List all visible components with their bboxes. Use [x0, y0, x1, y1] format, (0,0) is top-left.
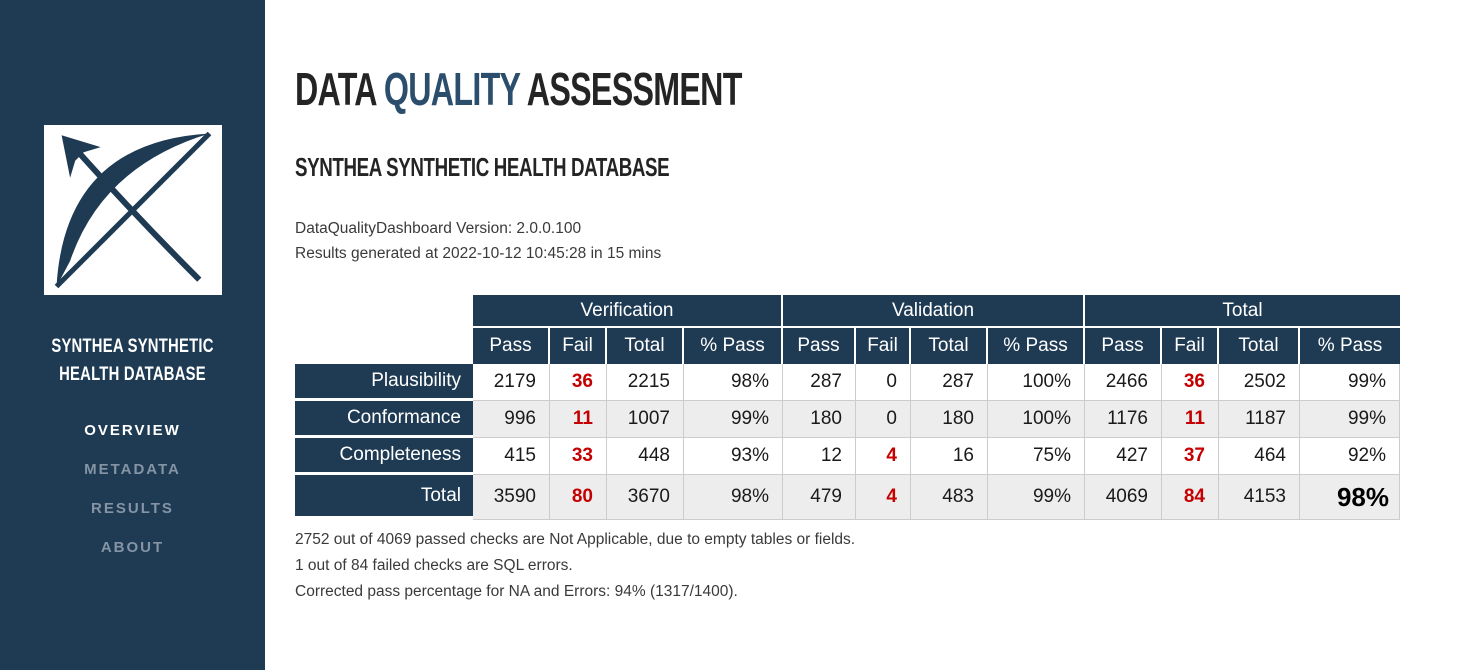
footnotes: 2752 out of 4069 passed checks are Not A… — [295, 527, 1477, 605]
table-cell: 98% — [1300, 475, 1400, 520]
table-cell: 2179 — [473, 364, 550, 401]
sidebar-item-about[interactable]: ABOUT — [100, 539, 165, 556]
table-cell: 100% — [988, 401, 1085, 438]
col-header-fail: Fail — [550, 328, 607, 364]
table-cell: 0 — [856, 364, 911, 401]
summary-table: Verification Validation Total Pass Fail … — [295, 295, 1400, 520]
table-cell: 0 — [856, 401, 911, 438]
table-cell: 99% — [684, 401, 783, 438]
table-cell: 4 — [856, 438, 911, 475]
table-cell: 3670 — [607, 475, 684, 520]
sidebar-item-results[interactable]: RESULTS — [91, 500, 174, 517]
table-cell: 180 — [783, 401, 856, 438]
note-sql-errors: 1 out of 84 failed checks are SQL errors… — [295, 557, 573, 574]
generated-text: Results generated at 2022-10-12 10:45:28… — [295, 245, 662, 262]
note-corrected-pct: Corrected pass percentage for NA and Err… — [295, 583, 738, 600]
table-column-header-row: Pass Fail Total % Pass Pass Fail Total %… — [295, 328, 1400, 364]
col-header-fail: Fail — [1162, 328, 1219, 364]
table-cell: 99% — [988, 475, 1085, 520]
table-cell: 4069 — [1085, 475, 1162, 520]
table-row: Conformance 996 11 1007 99% 180 0 180 100% 1176 11… — [295, 401, 1400, 438]
col-header-pass: Pass — [783, 328, 856, 364]
page-title-part1: DATA — [295, 63, 384, 115]
table-cell: 16 — [911, 438, 988, 475]
group-header-verification: Verification — [473, 295, 783, 328]
row-label: Completeness — [295, 438, 473, 475]
col-header-pass: Pass — [1085, 328, 1162, 364]
table-row: Completeness 415 33 448 93% 12 4 16 75% 427 37 464 9… — [295, 438, 1400, 475]
table-row: Plausibility 2179 36 2215 98% 287 0 287 100% 2466… — [295, 364, 1400, 401]
table-cell: 36 — [550, 364, 607, 401]
col-header-pct-pass: % Pass — [988, 328, 1085, 364]
row-label: Conformance — [295, 401, 473, 438]
col-header-total: Total — [911, 328, 988, 364]
table-cell: 4153 — [1219, 475, 1300, 520]
table-cell: 98% — [684, 364, 783, 401]
table-cell: 2466 — [1085, 364, 1162, 401]
page-title-part3: ASSESSMENT — [519, 63, 743, 115]
table-cell: 479 — [783, 475, 856, 520]
table-cell: 415 — [473, 438, 550, 475]
table-group-header-row: Verification Validation Total — [295, 295, 1400, 328]
col-header-pass: Pass — [473, 328, 550, 364]
table-cell: 1176 — [1085, 401, 1162, 438]
table-cell: 180 — [911, 401, 988, 438]
table-cell: 427 — [1085, 438, 1162, 475]
note-not-applicable: 2752 out of 4069 passed checks are Not A… — [295, 531, 856, 548]
table-cell: 93% — [684, 438, 783, 475]
table-cell: 464 — [1219, 438, 1300, 475]
table-cell: 4 — [856, 475, 911, 520]
table-cell: 37 — [1162, 438, 1219, 475]
table-cell: 287 — [783, 364, 856, 401]
page-title-part2: QUALITY — [383, 63, 521, 115]
bow-arrow-logo-icon — [43, 125, 222, 295]
table-cell: 33 — [550, 438, 607, 475]
group-header-total: Total — [1085, 295, 1400, 328]
table-cell: 84 — [1162, 475, 1219, 520]
sidebar: SYNTHEA SYNTHETIC HEALTH DATABASE OVERVI… — [0, 0, 265, 670]
group-header-validation: Validation — [783, 295, 1085, 328]
table-corner-cell — [295, 295, 473, 328]
table-cell: 11 — [1162, 401, 1219, 438]
col-header-total: Total — [607, 328, 684, 364]
col-header-pct-pass: % Pass — [1300, 328, 1400, 364]
table-cell: 1187 — [1219, 401, 1300, 438]
table-cell: 483 — [911, 475, 988, 520]
table-cell: 98% — [684, 475, 783, 520]
table-total-row: Total 3590 80 3670 98% 479 4 483 99% 4069 84 4153 98… — [295, 475, 1400, 520]
table-cell: 448 — [607, 438, 684, 475]
version-text: DataQualityDashboard Version: 2.0.0.100 — [295, 220, 582, 237]
row-label: Total — [295, 475, 473, 520]
table-cell: 3590 — [473, 475, 550, 520]
meta-block: DataQualityDashboard Version: 2.0.0.100 … — [295, 216, 1477, 266]
table-cell: 287 — [911, 364, 988, 401]
table-cell: 99% — [1300, 364, 1400, 401]
col-header-fail: Fail — [856, 328, 911, 364]
table-cell: 99% — [1300, 401, 1400, 438]
col-header-pct-pass: % Pass — [684, 328, 783, 364]
main-content: DATA QUALITY ASSESSMENT SYNTHEA SYNTHETI… — [265, 0, 1477, 605]
summary-table-body: Plausibility 2179 36 2215 98% 287 0 287 100% 2466… — [295, 364, 1400, 520]
table-cell: 75% — [988, 438, 1085, 475]
table-cell: 36 — [1162, 364, 1219, 401]
table-cell: 1007 — [607, 401, 684, 438]
table-cell: 80 — [550, 475, 607, 520]
table-cell: 12 — [783, 438, 856, 475]
sidebar-database-title: SYNTHEA SYNTHETIC HEALTH DATABASE — [51, 336, 214, 385]
table-cell: 2215 — [607, 364, 684, 401]
table-cell: 996 — [473, 401, 550, 438]
sidebar-nav: OVERVIEW METADATA RESULTS ABOUT — [0, 411, 265, 567]
page-subtitle: SYNTHEA SYNTHETIC HEALTH DATABASE — [295, 152, 670, 182]
col-header-total: Total — [1219, 328, 1300, 364]
table-cell: 2502 — [1219, 364, 1300, 401]
sidebar-item-metadata[interactable]: METADATA — [84, 461, 181, 478]
page-title: DATA QUALITY ASSESSMENT — [295, 66, 1477, 112]
table-cell: 100% — [988, 364, 1085, 401]
table-corner-cell — [295, 328, 473, 364]
table-cell: 92% — [1300, 438, 1400, 475]
row-label: Plausibility — [295, 364, 473, 401]
sidebar-item-overview[interactable]: OVERVIEW — [84, 422, 181, 439]
table-cell: 11 — [550, 401, 607, 438]
